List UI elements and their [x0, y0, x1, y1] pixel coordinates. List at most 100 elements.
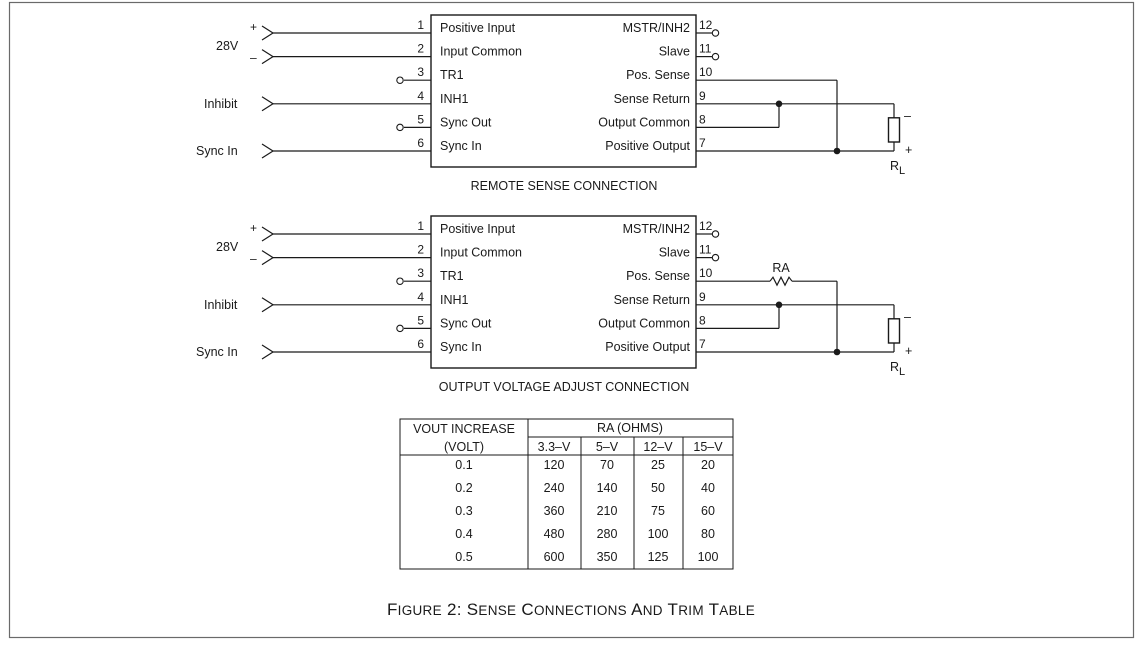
pin-label-right: Sense Return	[614, 293, 690, 307]
input-connector-arrow	[261, 297, 275, 313]
converter-box	[430, 14, 697, 168]
sync-in-label: Sync In	[196, 345, 238, 359]
pin-number-left: 6	[417, 337, 424, 351]
pin-label-right: Slave	[659, 45, 690, 59]
junction-dot	[775, 301, 783, 309]
pin-label-right: Pos. Sense	[626, 68, 690, 82]
load-resistor-icon	[887, 318, 901, 344]
caption-part: C	[521, 600, 534, 619]
trim-table-cell: 240	[544, 481, 565, 495]
pin-number-left: 1	[417, 18, 424, 32]
load-resistor-label: RL	[890, 360, 905, 378]
pin-label-left: TR1	[440, 269, 464, 283]
load-resistor-icon	[887, 117, 901, 143]
input-connector-arrow	[261, 49, 275, 65]
pin-number-right: 8	[699, 313, 706, 327]
open-terminal-icon	[711, 29, 720, 37]
pin-number-right: 7	[699, 136, 706, 150]
pin-label-right: MSTR/INH2	[623, 222, 690, 236]
load-resistor-label: RL	[890, 159, 905, 177]
open-terminal-icon	[396, 277, 404, 285]
open-terminal-icon	[396, 76, 404, 84]
caption-part-smallcaps: RIM	[678, 603, 704, 618]
caption-part: T	[668, 600, 679, 619]
load-minus-sign: –	[904, 109, 911, 123]
diagram-caption: REMOTE SENSE CONNECTION	[471, 179, 658, 193]
pin-number-right: 10	[699, 65, 713, 79]
caption-part-smallcaps: ENSE	[478, 603, 516, 618]
trim-table-cell: 0.1	[455, 458, 472, 472]
trim-table-subheader: 5–V	[596, 440, 619, 454]
trim-table-cell: 120	[544, 458, 565, 472]
pin-number-left: 2	[417, 243, 424, 257]
junction-dot	[833, 348, 841, 356]
ra-label: RA	[772, 261, 790, 275]
figure-caption: FIGURE 2: SENSE CONNECTIONS AND TRIM TAB…	[387, 600, 755, 619]
trim-table-cell: 0.3	[455, 504, 472, 518]
trim-table-subheader: 3.3–V	[538, 440, 571, 454]
input-minus-sign: –	[250, 252, 257, 266]
pin-label-right: MSTR/INH2	[623, 21, 690, 35]
pin-number-left: 5	[417, 313, 424, 327]
converter-box	[430, 215, 697, 369]
load-name: R	[890, 360, 899, 374]
caption-part: S	[467, 600, 479, 619]
trim-table-col1-header: VOUT INCREASE	[413, 422, 515, 436]
pin-number-right: 12	[699, 219, 713, 233]
input-connector-arrow	[261, 25, 275, 41]
pin-number-left: 4	[417, 89, 424, 103]
pin-label-right: Sense Return	[614, 92, 690, 106]
trim-table-rows: 0.1 120 70 25 20 0.2 240 140 50 40 0.3 360 210 75 60 0.…	[455, 458, 718, 564]
diagram-caption: OUTPUT VOLTAGE ADJUST CONNECTION	[439, 380, 690, 394]
inhibit-label: Inhibit	[204, 97, 238, 111]
load-plus-sign: +	[905, 143, 912, 157]
caption-part-smallcaps: IGURE	[398, 603, 442, 618]
load-subscript: L	[899, 366, 905, 378]
trim-table-cell: 25	[651, 458, 665, 472]
pin-number-right: 11	[699, 243, 712, 257]
trim-table-cell: 80	[701, 527, 715, 541]
ra-resistor-icon	[769, 275, 793, 287]
caption-part: T	[709, 600, 720, 619]
trim-table-cell: 100	[698, 550, 719, 564]
input-connector-arrow	[261, 226, 275, 242]
load-plus-sign: +	[905, 344, 912, 358]
pin-label-left: INH1	[440, 92, 469, 106]
caption-part-smallcaps: ABLE	[719, 603, 755, 618]
trim-table-col1-unit: (VOLT)	[444, 440, 484, 454]
open-terminal-icon	[711, 253, 720, 262]
diagrams: 1 Positive Input 2 Input Common 3 TR1 4 INH1 5 Sy…	[196, 14, 912, 394]
trim-table-cell: 0.2	[455, 481, 472, 495]
caption-part: A	[631, 600, 643, 619]
caption-part-smallcaps: ONNECTIONS	[534, 603, 627, 618]
trim-table-subheader: 15–V	[693, 440, 723, 454]
open-terminal-icon	[396, 123, 404, 132]
pin-number-left: 3	[417, 266, 424, 280]
pin-number-left: 2	[417, 42, 424, 56]
pin-number-right: 11	[699, 42, 712, 56]
trim-table: VOUT INCREASE (VOLT) RA (OHMS) 3.3–V 5–V…	[399, 418, 734, 570]
caption-part: F	[387, 600, 398, 619]
circuit-diagram-2: 1 Positive Input 2 Input Common 3 TR1 4 INH1 5 Sy…	[196, 215, 912, 394]
input-connector-arrow	[261, 143, 275, 159]
trim-table-cell: 75	[651, 504, 665, 518]
trim-table-cell: 0.5	[455, 550, 472, 564]
pin-label-right: Output Common	[598, 115, 690, 129]
pin-number-left: 6	[417, 136, 424, 150]
pin-label-left: Input Common	[440, 246, 522, 260]
pin-number-left: 5	[417, 112, 424, 126]
pin-label-right: Pos. Sense	[626, 269, 690, 283]
trim-table-cell: 100	[648, 527, 669, 541]
figure-border	[8, 1, 1135, 639]
circuit-diagram-1: 1 Positive Input 2 Input Common 3 TR1 4 INH1 5 Sy…	[196, 14, 912, 193]
caption-part: 2:	[442, 600, 467, 619]
pin-number-right: 7	[699, 337, 706, 351]
pin-number-left: 1	[417, 219, 424, 233]
load-subscript: L	[899, 165, 905, 177]
pin-label-left: Positive Input	[440, 21, 516, 35]
trim-table-cell: 280	[597, 527, 618, 541]
load-name: R	[890, 159, 899, 173]
input-plus-sign: +	[250, 221, 257, 235]
